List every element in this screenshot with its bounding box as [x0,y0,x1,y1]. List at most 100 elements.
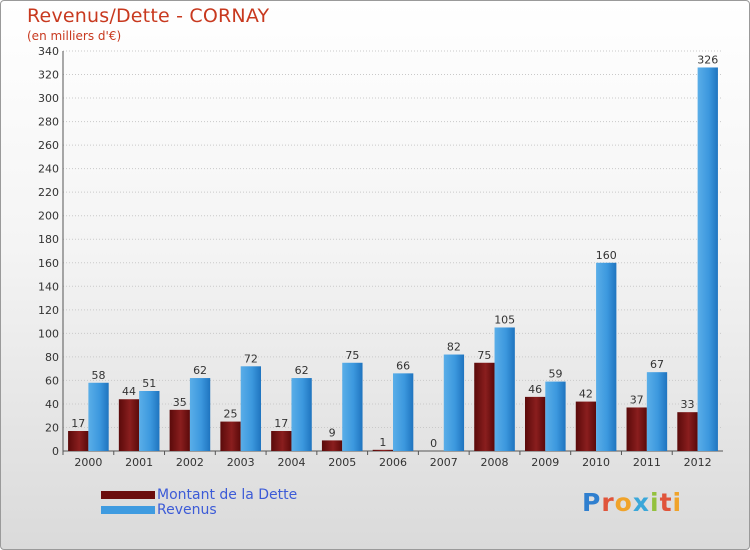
legend-label-debt: Montant de la Dette [157,486,298,503]
bar-debt [626,407,647,451]
x-tick-label: 2005 [328,456,356,469]
data-label-revenue: 67 [650,358,664,371]
y-tick-label: 0 [52,445,59,458]
proxiti-logo: Proxiti [582,488,682,517]
y-tick-label: 180 [38,233,59,246]
data-label-revenue: 75 [345,349,359,362]
bar-revenue [88,382,109,451]
data-label-debt: 17 [274,417,288,430]
x-tick-label: 2002 [176,456,204,469]
chart-title: Revenus/Dette - CORNAY [27,5,270,27]
bar-debt [525,396,546,451]
bar-debt [118,399,140,451]
x-tick-label: 2007 [430,456,458,469]
y-tick-label: 220 [38,186,59,199]
y-tick-label: 120 [38,304,59,317]
chart-subtitle: (en milliers d'€) [27,29,122,43]
bar-debt [220,421,241,451]
data-label-revenue: 58 [92,369,106,382]
bar-debt [372,449,393,451]
y-tick-label: 100 [38,327,59,340]
x-tick-label: 2000 [74,456,102,469]
data-label-revenue: 82 [447,341,461,354]
data-label-revenue: 62 [295,364,309,377]
bar-debt [68,431,89,451]
logo-letter: t [659,488,673,517]
data-label-revenue: 66 [396,359,410,372]
y-tick-label: 60 [45,374,59,387]
data-label-revenue: 72 [244,352,258,365]
data-label-revenue: 62 [193,364,207,377]
y-tick-label: 40 [45,398,59,411]
x-tick-label: 2012 [684,456,712,469]
bar-revenue [494,327,515,451]
y-tick-label: 140 [38,280,59,293]
x-tick-label: 2011 [633,456,661,469]
bar-revenue [596,262,617,451]
bar-revenue [393,373,414,451]
data-label-revenue: 51 [142,377,156,390]
bar-debt [474,362,495,451]
data-label-debt: 42 [579,388,593,401]
legend-label-revenue: Revenus [157,501,217,518]
bar-debt [575,401,597,451]
logo-letter: r [601,488,615,517]
data-label-debt: 75 [477,349,491,362]
data-label-debt: 37 [630,393,644,406]
y-tick-label: 300 [38,92,59,105]
bar-revenue [342,362,363,451]
legend-item-revenue: Revenus [101,501,297,518]
logo-letter: i [672,488,683,517]
bar-debt [271,431,292,451]
bar-revenue [240,366,261,451]
bar-debt [677,412,698,451]
y-tick-label: 20 [45,421,59,434]
data-label-debt: 44 [122,385,136,398]
y-tick-label: 340 [38,45,59,58]
data-label-debt: 25 [224,408,238,421]
data-label-debt: 46 [528,383,542,396]
y-tick-label: 80 [45,351,59,364]
y-tick-label: 160 [38,257,59,270]
data-label-revenue: 59 [548,368,562,381]
legend-item-debt: Montant de la Dette [101,486,298,503]
data-label-debt: 33 [680,398,694,411]
bar-debt [321,440,343,451]
y-tick-label: 280 [38,116,59,129]
x-tick-label: 2004 [277,456,305,469]
data-label-debt: 35 [173,396,187,409]
data-label-revenue: 160 [596,249,617,262]
bar-revenue [697,67,718,452]
x-tick-label: 2008 [481,456,509,469]
data-label-debt: 17 [71,417,85,430]
x-tick-label: 2006 [379,456,407,469]
data-label-debt: 1 [379,436,386,449]
logo-letter: P [582,488,602,517]
bar-debt [169,409,190,451]
y-tick-label: 260 [38,139,59,152]
bar-revenue [291,378,312,451]
legend-swatch-revenue [101,505,155,514]
data-label-revenue: 105 [494,313,515,326]
data-label-revenue: 326 [697,53,718,66]
x-tick-label: 2003 [227,456,255,469]
data-label-debt: 9 [329,426,336,439]
bar-revenue [443,354,465,451]
data-label-debt: 0 [430,437,437,450]
legend-swatch-debt [101,490,155,499]
x-tick-label: 2010 [582,456,610,469]
logo-letter: x [632,488,650,517]
bar-revenue [545,381,566,451]
logo-letter: i [650,488,660,517]
bar-revenue [139,391,160,451]
legend: Montant de la Dette Revenus [101,486,298,518]
x-tick-label: 2009 [531,456,559,469]
bar-revenue [646,372,668,451]
logo-letter: o [614,488,633,517]
y-tick-label: 240 [38,163,59,176]
y-tick-label: 320 [38,69,59,82]
bar-revenue [189,378,211,451]
x-tick-label: 2001 [125,456,153,469]
